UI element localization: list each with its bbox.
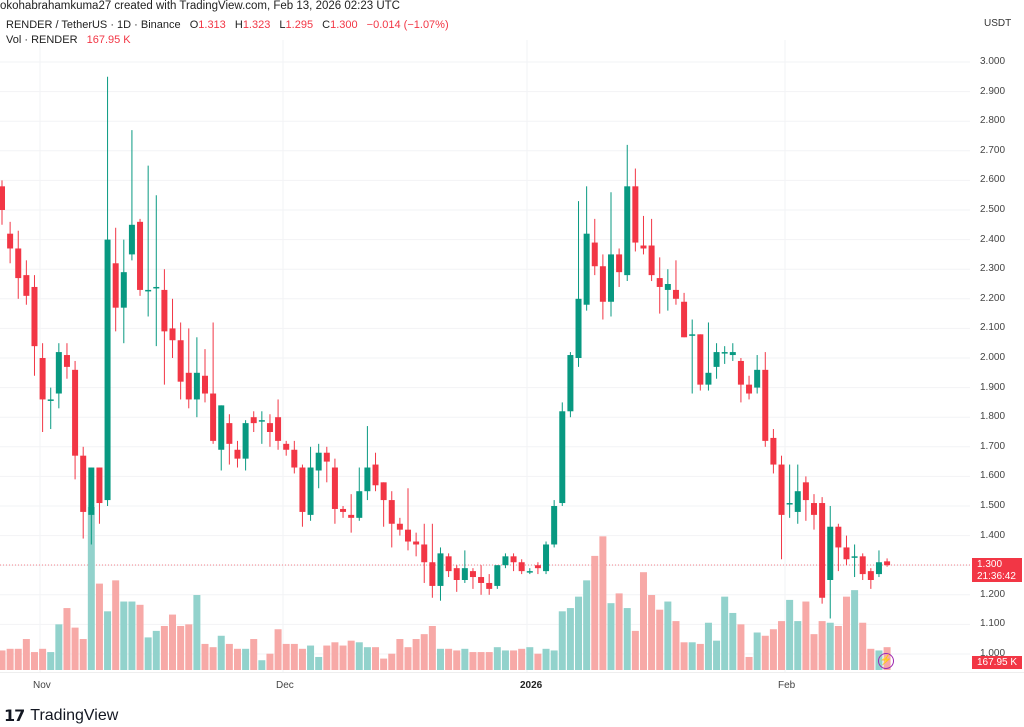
volume-label[interactable]: Vol · RENDER <box>6 34 78 46</box>
volume-line: Vol · RENDER 167.95 K <box>6 33 449 48</box>
close-value: 1.300 <box>330 19 358 31</box>
price-candles <box>0 76 891 619</box>
price-tick: 2.600 <box>980 174 1006 186</box>
tradingview-logo-icon: 𝟭𝟳 <box>4 708 25 725</box>
price-tick: 2.800 <box>980 115 1006 127</box>
time-tick: Dec <box>276 680 294 691</box>
price-tick: 1.900 <box>980 381 1006 393</box>
current-volume-tag: 167.95 K <box>972 656 1022 669</box>
price-tick: 1.800 <box>980 411 1006 423</box>
price-axis-currency[interactable]: USDT <box>984 18 1012 29</box>
lightning-icon[interactable]: ⚡ <box>878 653 894 669</box>
current-price-tag: 1.300 21:36:42 <box>972 558 1022 582</box>
current-price-value: 1.300 <box>977 559 1003 570</box>
price-tick: 1.000 <box>980 648 1006 659</box>
price-tick: 2.900 <box>980 85 1006 97</box>
high-label: H <box>234 19 243 31</box>
symbol-title[interactable]: RENDER / TetherUS · 1D · Binance <box>6 19 181 31</box>
price-tick: 2.400 <box>980 233 1006 245</box>
price-tick: 1.200 <box>980 588 1006 600</box>
price-tick: 2.000 <box>980 352 1006 363</box>
time-tick: Nov <box>33 680 51 691</box>
open-label: O <box>189 19 199 31</box>
low-label: L <box>279 19 286 31</box>
price-tick: 1.100 <box>980 618 1006 630</box>
price-tick: 1.400 <box>980 529 1006 541</box>
price-tick: 2.700 <box>980 144 1006 156</box>
brand-name: TradingView <box>30 707 119 724</box>
bar-countdown: 21:36:42 <box>977 570 1016 582</box>
time-tick: 2026 <box>520 680 543 691</box>
price-tick: 2.100 <box>980 322 1006 334</box>
time-tick: Feb <box>778 680 796 691</box>
symbol-line: RENDER / TetherUS · 1D · Binance O1.313 … <box>6 18 449 33</box>
change-value: −0.014 (−1.07%) <box>366 19 449 31</box>
price-tick: 2.500 <box>980 204 1006 215</box>
open-value: 1.313 <box>198 19 226 31</box>
time-axis-divider <box>0 672 1024 673</box>
close-label: C <box>322 19 331 31</box>
price-tick: 1.600 <box>980 470 1006 482</box>
chart-legend: RENDER / TetherUS · 1D · Binance O1.313 … <box>6 18 449 48</box>
chart-credit: okohabrahamkuma27 created with TradingVi… <box>0 0 400 12</box>
price-tick: 3.000 <box>980 56 1006 67</box>
chart-grid <box>0 40 970 672</box>
price-tick: 1.500 <box>980 500 1006 511</box>
volume-value: 167.95 K <box>86 34 131 46</box>
low-value: 1.295 <box>285 19 314 31</box>
tradingview-brand: 𝟭𝟳 TradingView <box>4 706 118 726</box>
high-value: 1.323 <box>242 19 271 31</box>
price-tick: 2.200 <box>980 292 1006 304</box>
price-tick: 1.700 <box>980 440 1006 452</box>
volume-bars <box>0 507 891 670</box>
price-tick: 2.300 <box>980 263 1006 275</box>
